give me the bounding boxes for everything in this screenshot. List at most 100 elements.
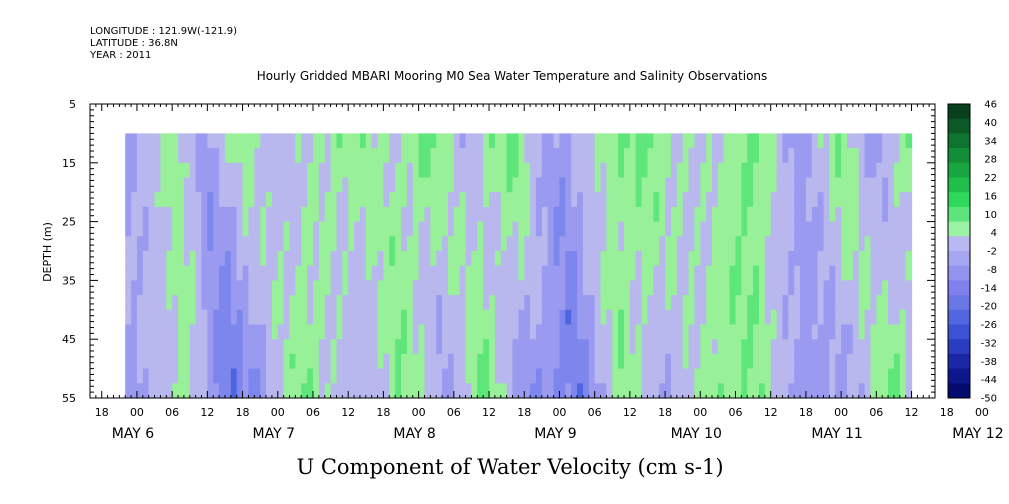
heatmap-cell (723, 383, 731, 399)
heatmap-cell (359, 221, 367, 237)
heatmap-cell (635, 280, 643, 296)
heatmap-cell (213, 295, 220, 311)
heatmap-cell (888, 280, 895, 296)
colorbar-label: 46 (984, 100, 997, 111)
heatmap-cell (142, 324, 150, 340)
heatmap-cell (136, 162, 144, 179)
heatmap-cell (846, 353, 854, 370)
heatmap-cell (735, 339, 742, 355)
heatmap-cell (224, 383, 232, 399)
heatmap-cell (189, 177, 197, 193)
heatmap-cell (359, 353, 367, 370)
heatmap-cell (166, 309, 173, 326)
heatmap-cell (665, 236, 672, 252)
heatmap-cell (447, 177, 455, 193)
heatmap-cell (512, 339, 519, 355)
heatmap-cell (224, 206, 232, 223)
heatmap-cell (383, 280, 390, 296)
heatmap-cell (295, 339, 302, 355)
heatmap-cell (201, 280, 208, 296)
heatmap-cell (876, 309, 883, 326)
heatmap-cell (559, 309, 566, 326)
heatmap-cell (324, 265, 332, 281)
heatmap-cell (395, 236, 402, 252)
heatmap-cell (266, 309, 273, 326)
heatmap-cell (401, 133, 408, 149)
heatmap-cell (412, 324, 420, 340)
heatmap-cell (530, 280, 537, 296)
heatmap-cell (236, 368, 244, 384)
heatmap-cell (647, 353, 654, 370)
heatmap-cell (271, 192, 279, 208)
heatmap-cell (365, 280, 373, 296)
heatmap-cell (201, 206, 208, 223)
heatmap-cell (764, 236, 772, 252)
heatmap-cell (266, 206, 273, 223)
heatmap-cell (301, 368, 308, 384)
heatmap-cell (401, 251, 408, 267)
heatmap-cell (665, 324, 672, 340)
heatmap-cell (835, 192, 842, 208)
heatmap-cell (706, 236, 713, 252)
heatmap-cell (283, 368, 291, 384)
heatmap-cell (236, 162, 244, 179)
heatmap-cell (600, 162, 607, 179)
heatmap-cell (354, 251, 361, 267)
heatmap-cell (706, 221, 713, 237)
heatmap-cell (647, 309, 654, 326)
heatmap-cell (189, 324, 197, 340)
heatmap-cell (172, 265, 179, 281)
heatmap-cell (154, 177, 162, 193)
heatmap-cell (612, 148, 619, 164)
heatmap-cell (219, 368, 226, 384)
heatmap-cell (706, 148, 713, 164)
heatmap-cell (823, 295, 830, 311)
heatmap-cell (764, 177, 772, 193)
heatmap-cell (659, 236, 666, 252)
heatmap-cell (318, 280, 326, 296)
heatmap-cell (330, 280, 338, 296)
heatmap-cell (805, 192, 813, 208)
heatmap-cell (189, 192, 197, 208)
heatmap-cell (166, 353, 173, 370)
heatmap-cell (348, 353, 355, 370)
heatmap-cell (271, 353, 279, 370)
heatmap-cell (447, 295, 455, 311)
heatmap-cell (764, 265, 772, 281)
heatmap-cell (629, 192, 637, 208)
heatmap-cell (236, 148, 244, 164)
heatmap-cell (148, 221, 156, 237)
heatmap-cell (659, 295, 666, 311)
heatmap-cell (324, 383, 332, 399)
heatmap-cell (905, 353, 913, 370)
heatmap-cell (336, 383, 343, 399)
heatmap-cell (670, 324, 678, 340)
heatmap-cell (195, 251, 203, 267)
heatmap-cell (647, 236, 654, 252)
heatmap-cell (494, 368, 502, 384)
heatmap-cell (224, 162, 232, 179)
heatmap-cell (735, 162, 742, 179)
heatmap-cell (307, 265, 314, 281)
heatmap-cell (800, 353, 807, 370)
heatmap-cell (535, 148, 543, 164)
heatmap-cell (764, 280, 772, 296)
heatmap-cell (659, 309, 666, 326)
heatmap-cell (729, 265, 737, 281)
heatmap-cell (600, 353, 607, 370)
heatmap-cell (401, 206, 408, 223)
heatmap-cell (852, 206, 860, 223)
heatmap-cell (588, 148, 596, 164)
heatmap-cell (412, 133, 420, 149)
heatmap-cell (125, 221, 132, 237)
heatmap-cell (401, 383, 408, 399)
heatmap-cell (770, 236, 778, 252)
heatmap-cell (395, 192, 402, 208)
heatmap-cell (195, 309, 203, 326)
heatmap-cell (436, 206, 443, 223)
heatmap-cell (500, 368, 508, 384)
heatmap-cell (800, 236, 807, 252)
heatmap-cell (289, 133, 296, 149)
heatmap-cell (565, 353, 572, 370)
heatmap-cell (852, 295, 860, 311)
